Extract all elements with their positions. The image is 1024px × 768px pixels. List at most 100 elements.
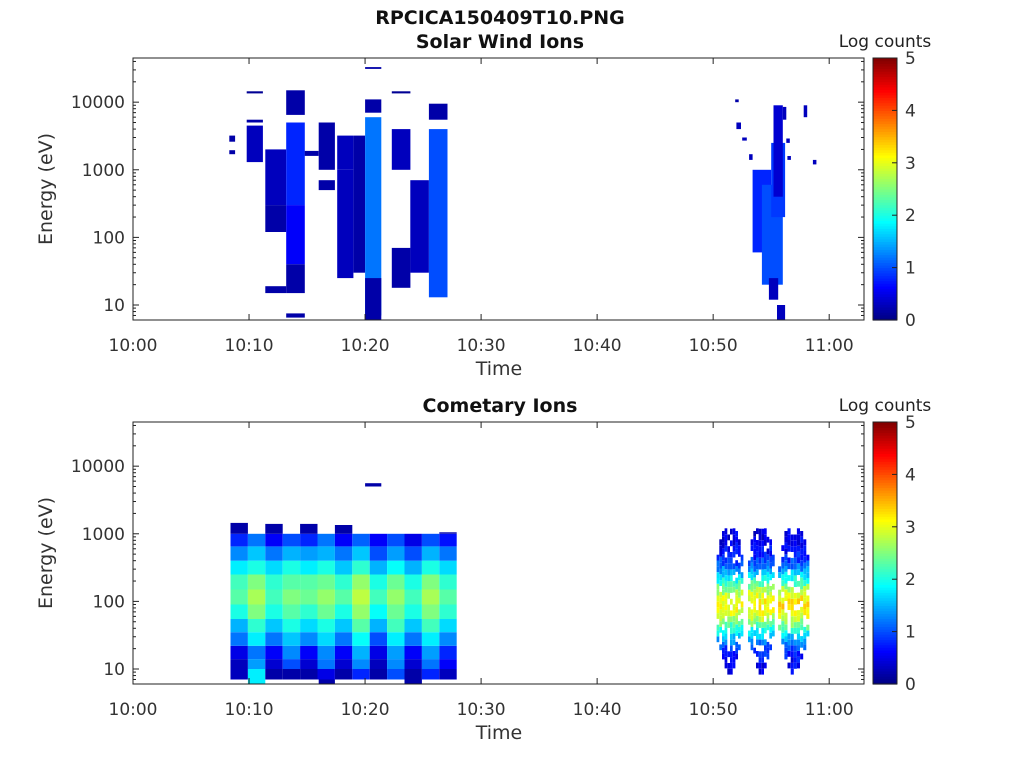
heatmap-cell [439,669,457,680]
colorbar-segment [873,505,897,510]
colorbar-segment [873,563,897,567]
heatmap-cell [748,618,751,625]
colorbar-segment [873,437,897,441]
heatmap-cell [724,639,728,646]
heatmap-cell [724,592,728,599]
heatmap-cell [784,624,788,631]
colorbar-segment [873,181,897,185]
heatmap-cell [730,540,733,547]
heatmap-cell [724,528,728,535]
heatmap-cell [769,562,772,569]
heatmap-cell [732,586,736,593]
colorbar-segment [873,199,897,203]
heatmap-cell [730,575,733,582]
heatmap-cell [716,560,720,567]
heatmap-cell [369,669,388,680]
heatmap-cell [764,528,767,535]
heatmap-cell [352,589,370,605]
heatmap-cell [769,591,772,598]
heatmap-cell [769,574,772,581]
heatmap-cell [761,633,764,640]
heatmap-cell [719,574,722,581]
heatmap-cell [352,659,370,669]
colorbar-segment [873,97,897,101]
heatmap-cell [740,560,744,567]
colorbar-segment [873,613,897,617]
heatmap-cell [793,534,797,541]
colorbar-segment [873,623,897,627]
heatmap-cell [317,546,335,561]
heatmap-cell [778,607,782,613]
colorbar-segment [873,71,897,75]
colorbar-segment [873,110,897,114]
heatmap-cell [761,657,764,663]
heatmap-cell [229,135,236,142]
heatmap-cell [748,572,751,578]
heatmap-cell [790,563,794,570]
colorbar-segment [873,550,897,554]
heatmap-cell [724,621,728,628]
heatmap-cell [781,580,785,586]
heatmap-cell [317,632,335,646]
heatmap-cell [764,610,767,616]
heatmap-cell [740,601,744,608]
heatmap-cell [722,531,725,537]
colorbar-title-solar-wind: Log counts [839,32,932,52]
heatmap-cell [317,659,335,669]
heatmap-cell [796,540,800,546]
heatmap-cell [790,645,794,652]
heatmap-cell [796,569,800,575]
heatmap-cell [806,554,810,561]
x-axis-label-cometary: Time [475,722,523,744]
heatmap-cell [756,639,759,646]
heatmap-cell [727,610,730,617]
colorbar-segment [873,668,897,672]
heatmap-cell [724,557,728,564]
heatmap-cell [800,612,804,619]
colorbar-segment [873,644,897,648]
heatmap-cell [790,540,794,547]
heatmap-cell [738,609,741,616]
colorbar-segment [873,422,897,426]
heatmap-cell [749,154,753,160]
colorbar-segment [873,107,897,111]
heatmap-cell [750,586,754,592]
heatmap-cell [439,560,457,575]
heatmap-cell [247,533,266,547]
colorbar-segment [873,615,897,620]
heatmap-cell [730,663,733,669]
colorbar-segment [873,621,897,625]
heatmap-cell [404,604,422,619]
heatmap-cell [766,583,770,590]
heatmap-cell [317,560,335,575]
colorbar-segment [873,275,897,279]
heatmap-cell [247,659,266,669]
panel-title-cometary: Cometary Ions [423,395,578,417]
heatmap-cell [265,589,283,605]
heatmap-cell [772,607,775,613]
heatmap-cell [286,264,305,294]
heatmap-cell [724,575,728,581]
colorbar-segment [873,223,897,227]
colorbar-segment [873,186,897,190]
heatmap-cell [391,129,411,170]
heatmap-cell [724,580,728,587]
heatmap-cell [716,566,720,573]
heatmap-cell [716,630,720,637]
heatmap-cell [735,641,738,648]
heatmap-cell [790,592,794,599]
heatmap-cell [352,618,370,633]
heatmap-cell [806,624,810,631]
colorbar-segment [873,429,897,434]
colorbar-segment [873,225,897,229]
heatmap-cell [764,563,767,570]
heatmap-cell [748,583,751,590]
heatmap-cell [369,632,388,646]
heatmap-cell [784,583,788,590]
heatmap-cell [769,597,772,604]
heatmap-cell [369,618,388,633]
heatmap-cell [766,577,770,584]
heatmap-cell [766,536,770,543]
heatmap-cell [265,604,283,619]
colorbar-segment [873,600,897,604]
